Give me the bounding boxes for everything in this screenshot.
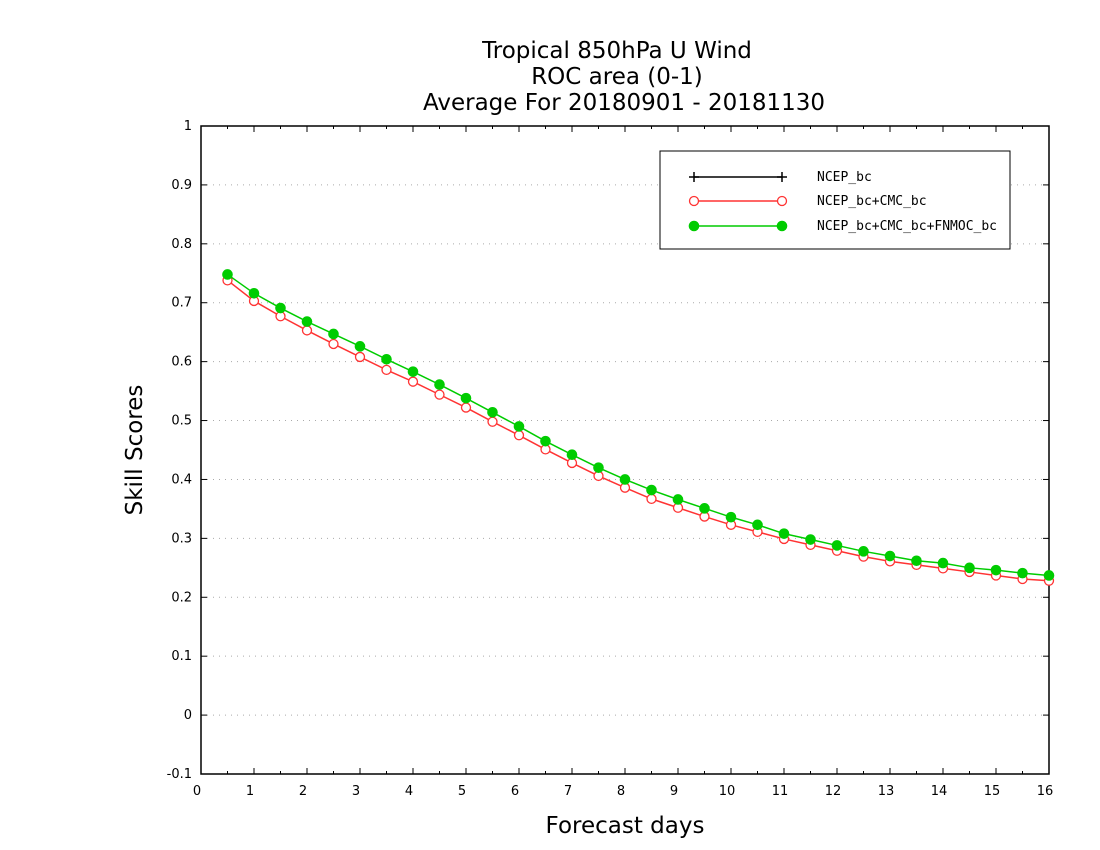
legend-box	[659, 150, 1011, 250]
legend-label: NCEP_bc+CMC_bc+FNMOC_bc	[817, 219, 997, 234]
x-tick-label: 6	[511, 784, 519, 799]
data-point	[831, 540, 843, 551]
data-point	[725, 511, 737, 523]
data-point	[513, 421, 525, 432]
legend-marker	[688, 220, 700, 232]
data-point	[275, 302, 286, 314]
x-tick-label: 15	[984, 784, 1001, 799]
x-tick-label: 14	[931, 784, 948, 799]
data-point	[434, 389, 445, 400]
data-point	[699, 503, 710, 514]
data-point	[407, 376, 419, 387]
data-point	[540, 435, 551, 447]
x-tick-label: 3	[352, 784, 360, 799]
x-tick-label: 16	[1037, 784, 1054, 799]
data-point	[778, 528, 790, 539]
data-point	[301, 325, 313, 336]
y-axis-label: Skill Scores	[122, 385, 148, 516]
data-point	[301, 316, 313, 327]
data-point	[646, 493, 657, 505]
data-point	[964, 562, 975, 574]
data-point	[805, 534, 816, 545]
data-point	[911, 555, 922, 567]
data-point	[937, 557, 949, 569]
x-tick-label: 7	[564, 784, 572, 799]
chart-title-line-2: ROC area (0-1)	[531, 64, 703, 90]
series-line-3	[227, 273, 1050, 577]
data-point	[354, 341, 366, 352]
data-point	[646, 484, 657, 496]
data-point	[407, 366, 419, 377]
legend-label: NCEP_bc	[817, 170, 872, 185]
x-tick-label: 11	[772, 784, 789, 799]
x-tick-label: 10	[719, 784, 736, 799]
data-point	[354, 351, 366, 363]
y-tick-label: 0.5	[171, 414, 192, 429]
data-point	[619, 474, 631, 485]
x-axis-ticks: 0 1 2 3 4 5 6 7 8 9 10 11 12 13 14 15 16	[193, 126, 1053, 799]
y-tick-label: 0.9	[171, 178, 192, 193]
legend: NCEP_bc NCEP_bc+CMC_bc NCEP_bc+CMC_bc+FNMO…	[659, 150, 1011, 250]
x-tick-label: 9	[670, 784, 678, 799]
legend-marker	[776, 195, 788, 207]
data-point	[434, 379, 445, 390]
legend-label: NCEP_bc+CMC_bc	[817, 194, 927, 209]
y-tick-label: 0.7	[171, 296, 192, 311]
y-tick-label: 0.8	[171, 237, 192, 252]
data-point	[328, 328, 339, 340]
data-point	[1017, 567, 1028, 579]
gridlines	[201, 184, 1049, 716]
x-tick-label: 13	[878, 784, 895, 799]
y-tick-label: 0.3	[171, 531, 192, 546]
x-tick-label: 12	[825, 784, 842, 799]
data-point	[248, 288, 260, 299]
x-tick-label: 5	[458, 784, 466, 799]
legend-marker	[776, 220, 788, 232]
y-tick-label: 0	[184, 708, 192, 723]
x-tick-label: 2	[299, 784, 307, 799]
y-tick-label: 0.4	[171, 472, 192, 487]
legend-marker	[689, 172, 699, 182]
legend-marker	[777, 172, 787, 182]
chart-title-line-3: Average For 20180901 - 20181130	[423, 90, 825, 116]
data-point	[566, 449, 578, 461]
data-point	[381, 364, 392, 376]
data-point	[990, 564, 1002, 576]
y-tick-label: 0.2	[171, 590, 192, 605]
data-point	[328, 338, 339, 350]
data-point	[222, 269, 233, 280]
data-point	[1043, 570, 1055, 581]
y-tick-label: 0.6	[171, 355, 192, 370]
data-point	[858, 546, 869, 557]
y-tick-label: -0.1	[167, 767, 192, 782]
x-tick-label: 4	[405, 784, 413, 799]
chart-titles: Tropical 850hPa U Wind ROC area (0-1) Av…	[423, 38, 825, 116]
data-point	[513, 430, 525, 441]
series-lines	[222, 269, 1055, 586]
y-tick-label: 1	[184, 119, 192, 134]
y-tick-label: 0.1	[171, 649, 192, 664]
x-tick-label: 0	[193, 784, 201, 799]
legend-marker	[688, 195, 700, 207]
data-point	[460, 402, 472, 413]
data-point	[752, 519, 763, 531]
data-point	[381, 353, 392, 365]
data-point	[460, 392, 472, 404]
y-axis-ticks: -0.1 0 0.1 0.2 0.3 0.4 0.5 0.6 0.7 0.8 0.9 1	[167, 119, 1049, 782]
chart-title-line-1: Tropical 850hPa U Wind	[481, 38, 752, 64]
x-tick-label: 8	[617, 784, 625, 799]
data-point	[593, 462, 604, 473]
data-point	[487, 406, 498, 418]
data-point	[487, 416, 498, 427]
data-point	[884, 550, 896, 562]
data-point	[672, 494, 684, 505]
x-axis-label: Forecast days	[546, 813, 705, 839]
series-line-2	[227, 279, 1050, 582]
x-tick-label: 1	[246, 784, 254, 799]
